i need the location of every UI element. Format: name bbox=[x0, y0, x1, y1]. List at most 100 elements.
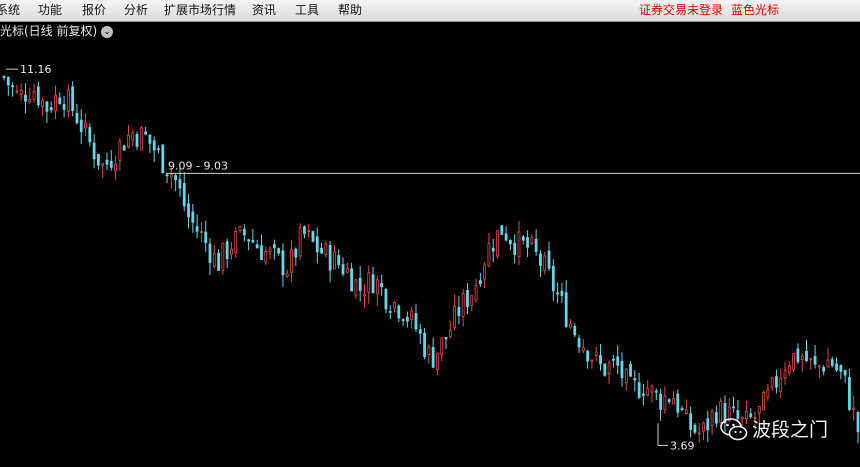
candle-body bbox=[650, 385, 654, 393]
candle-body bbox=[354, 279, 358, 296]
candle-body bbox=[684, 409, 688, 415]
candle-body bbox=[169, 174, 173, 178]
candle-body bbox=[822, 366, 826, 372]
candle-body bbox=[787, 365, 791, 374]
candle-body bbox=[672, 398, 675, 405]
candle-body bbox=[405, 316, 409, 322]
candle-body bbox=[165, 174, 169, 177]
candle-body bbox=[453, 305, 457, 328]
candle-body bbox=[496, 230, 499, 257]
candle-body bbox=[830, 359, 834, 366]
candle-body bbox=[315, 236, 319, 253]
candle-body bbox=[375, 279, 379, 295]
candle-body bbox=[225, 241, 229, 260]
candle-body bbox=[333, 251, 336, 270]
candle-body bbox=[388, 311, 392, 313]
candle-body bbox=[470, 295, 474, 306]
candle-body bbox=[573, 325, 577, 336]
candle-body bbox=[19, 90, 23, 95]
candle-body bbox=[702, 422, 705, 432]
menu-item-help[interactable]: 帮助 bbox=[338, 3, 363, 17]
candle-body bbox=[272, 244, 276, 249]
candle-body bbox=[182, 182, 186, 207]
candle-body bbox=[242, 228, 246, 236]
candle-body bbox=[521, 236, 525, 241]
candle-body bbox=[62, 104, 66, 110]
candle-body bbox=[513, 242, 517, 256]
candle-body bbox=[723, 403, 727, 424]
candle-body bbox=[603, 363, 607, 376]
candle-body bbox=[646, 388, 650, 396]
menu-item-tools[interactable]: 工具 bbox=[295, 3, 320, 17]
candle-body bbox=[281, 250, 285, 276]
menu-item-analysis[interactable]: 分析 bbox=[124, 3, 149, 17]
candle-body bbox=[337, 255, 341, 266]
candle-body bbox=[461, 293, 465, 317]
candle-body bbox=[564, 292, 568, 327]
candle-body bbox=[109, 160, 113, 168]
menu-item-system[interactable]: 系统 bbox=[0, 3, 21, 17]
candle-body bbox=[88, 127, 92, 143]
candle-body bbox=[311, 231, 315, 242]
candle-body bbox=[234, 231, 238, 253]
candle-body bbox=[221, 242, 225, 271]
candle-body bbox=[380, 282, 384, 288]
candle-body bbox=[706, 418, 710, 431]
candlestick-chart[interactable]: 11.16 9.09 - 9.03 3.69 bbox=[0, 40, 860, 467]
candle-body bbox=[2, 76, 6, 78]
candle-body bbox=[161, 144, 165, 174]
candle-body bbox=[54, 94, 57, 112]
candle-body bbox=[530, 236, 534, 244]
candle-body bbox=[350, 268, 354, 292]
candle-body bbox=[714, 412, 718, 424]
candle-body bbox=[212, 253, 216, 267]
candle-body bbox=[783, 369, 787, 379]
candle-body bbox=[290, 249, 293, 274]
candle-body bbox=[697, 432, 701, 435]
candle-body bbox=[676, 393, 680, 413]
candle-body bbox=[200, 231, 203, 233]
candle-body bbox=[298, 227, 302, 257]
candle-body bbox=[474, 284, 478, 301]
candle-body bbox=[800, 355, 804, 360]
candle-body bbox=[757, 406, 761, 414]
watermark: 波段之门 bbox=[720, 415, 828, 443]
candle-body bbox=[66, 89, 70, 112]
menu-item-news[interactable]: 资讯 bbox=[252, 3, 277, 17]
candle-body bbox=[852, 407, 856, 410]
candle-body bbox=[431, 347, 435, 368]
candle-body bbox=[607, 362, 611, 375]
candle-body bbox=[414, 313, 418, 330]
trade-login-status[interactable]: 证券交易未登录 bbox=[639, 3, 724, 17]
candle-body bbox=[208, 243, 212, 264]
candle-body bbox=[345, 268, 349, 273]
chevron-down-icon[interactable]: ⌄ bbox=[101, 25, 114, 38]
candles-group bbox=[2, 75, 860, 444]
candle-body bbox=[719, 400, 723, 423]
candle-body bbox=[45, 101, 49, 112]
candle-body bbox=[264, 250, 268, 263]
candle-body bbox=[745, 410, 748, 420]
candle-body bbox=[320, 247, 323, 254]
low-price-label: 3.69 bbox=[670, 439, 695, 452]
candle-body bbox=[667, 399, 671, 403]
menu-item-quote[interactable]: 报价 bbox=[82, 3, 107, 17]
menu-item-function[interactable]: 功能 bbox=[38, 3, 63, 17]
candle-body bbox=[238, 226, 242, 232]
menu-bar: 系统 功能 报价 分析 扩展市场行情 资讯 工具 帮助 证券交易未登录 蓝色光标 bbox=[0, 0, 860, 22]
candle-body bbox=[753, 416, 757, 419]
candle-body bbox=[500, 225, 504, 235]
candle-body bbox=[191, 211, 195, 223]
chart-title: 蓝色光标(日线 前复权) bbox=[0, 24, 98, 38]
candle-body bbox=[457, 307, 461, 317]
candle-body bbox=[79, 119, 83, 133]
candle-body bbox=[813, 356, 817, 365]
candle-body bbox=[680, 408, 684, 410]
candle-body bbox=[839, 365, 843, 372]
candle-body bbox=[642, 393, 645, 396]
candle-body bbox=[637, 382, 641, 398]
candle-body bbox=[586, 350, 590, 362]
menu-item-extended-market[interactable]: 扩展市场行情 bbox=[164, 3, 237, 17]
candle-body bbox=[268, 248, 272, 252]
candle-body bbox=[367, 272, 371, 293]
